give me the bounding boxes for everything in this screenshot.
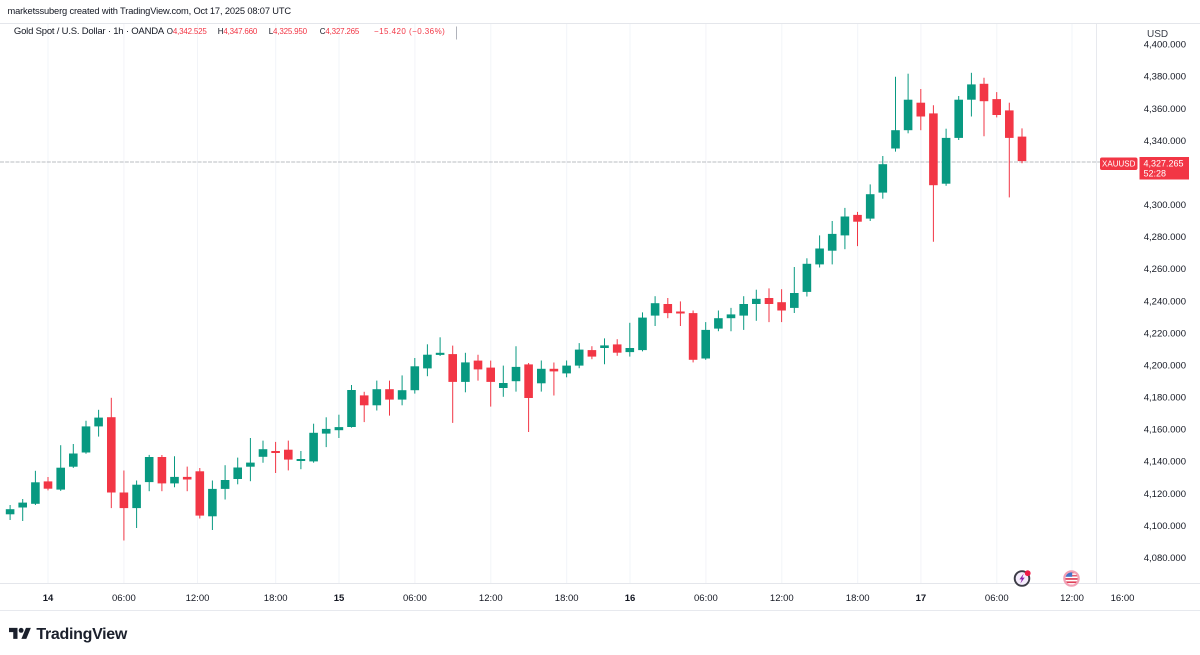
svg-text:4,100.000: 4,100.000 [1144,521,1186,532]
svg-text:4,240.000: 4,240.000 [1144,296,1186,307]
svg-text:4,300.000: 4,300.000 [1144,200,1186,211]
svg-text:4,080.000: 4,080.000 [1144,553,1186,564]
svg-text:4,180.000: 4,180.000 [1144,393,1186,404]
svg-text:4,400.000: 4,400.000 [1144,40,1186,51]
svg-text:4,140.000: 4,140.000 [1144,457,1186,468]
svg-text:4,220.000: 4,220.000 [1144,328,1186,339]
svg-text:4,260.000: 4,260.000 [1144,264,1186,275]
svg-text:18:00: 18:00 [555,593,579,604]
svg-text:4,200.000: 4,200.000 [1144,360,1186,371]
svg-text:12:00: 12:00 [186,593,210,604]
svg-text:4,340.000: 4,340.000 [1144,136,1186,147]
svg-text:12:00: 12:00 [1060,593,1084,604]
svg-text:18:00: 18:00 [264,593,288,604]
svg-text:06:00: 06:00 [985,593,1009,604]
svg-text:14: 14 [43,593,54,604]
svg-text:52:28: 52:28 [1144,168,1167,178]
svg-text:06:00: 06:00 [694,593,718,604]
svg-text:18:00: 18:00 [846,593,870,604]
svg-text:Gold Spot / U.S. Dollar · 1h ·: Gold Spot / U.S. Dollar · 1h · OANDA [14,26,165,37]
svg-text:4,120.000: 4,120.000 [1144,489,1186,500]
svg-text:marketssuberg created with Tra: marketssuberg created with TradingView.c… [8,6,292,16]
svg-text:06:00: 06:00 [112,593,136,604]
svg-text:4,160.000: 4,160.000 [1144,425,1186,436]
svg-text:17: 17 [916,593,927,604]
svg-text:12:00: 12:00 [479,593,503,604]
svg-text:4,280.000: 4,280.000 [1144,232,1186,243]
svg-text:4,360.000: 4,360.000 [1144,104,1186,115]
svg-text:TradingView: TradingView [36,626,128,643]
svg-text:16: 16 [625,593,636,604]
svg-text:4,327.265: 4,327.265 [1144,158,1184,168]
svg-text:4,380.000: 4,380.000 [1144,72,1186,83]
svg-text:12:00: 12:00 [770,593,794,604]
svg-text:15: 15 [334,593,345,604]
svg-text:16:00: 16:00 [1111,593,1135,604]
svg-text:USD: USD [1147,29,1168,40]
svg-text:06:00: 06:00 [403,593,427,604]
svg-text:XAUUSD: XAUUSD [1102,160,1136,169]
